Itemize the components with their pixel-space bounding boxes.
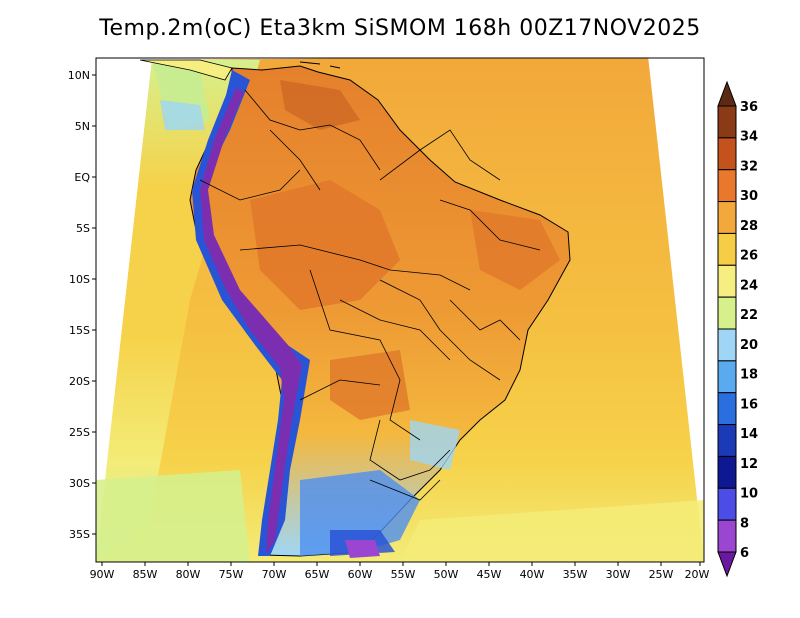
lon-label: 20W — [685, 568, 710, 581]
lat-label: 10N — [68, 69, 90, 82]
lon-label: 50W — [434, 568, 459, 581]
lat-label: 35S — [69, 528, 90, 541]
lon-label: 30W — [606, 568, 631, 581]
colorbar-swatch — [717, 137, 737, 171]
colorbar-label: 6 — [740, 546, 749, 561]
patagonia-purple — [345, 540, 380, 558]
map-title: Temp.2m(oC) Eta3km SiSMOM 168h 00Z17NOV2… — [99, 16, 701, 41]
colorbar-label: 20 — [740, 338, 758, 353]
map-frame — [95, 57, 705, 563]
lon-label: 65W — [305, 568, 330, 581]
andes-coldest-band — [200, 88, 302, 554]
amazon-hot-zone — [250, 180, 400, 310]
colorbar: 36 34 32 30 28 26 24 22 20 18 16 14 12 10 8 6 — [717, 80, 758, 578]
colorbar-top-arrow — [717, 80, 737, 107]
colorbar-label: 26 — [740, 249, 758, 264]
colorbar-bottom-arrow — [717, 551, 737, 578]
lat-label: 30S — [69, 477, 90, 490]
colorbar-label: 22 — [740, 308, 758, 323]
colorbar-swatch — [717, 201, 737, 234]
colorbar-label: 12 — [740, 457, 758, 472]
lon-label: 40W — [520, 568, 545, 581]
lat-label: 5N — [75, 120, 90, 133]
longitude-labels: 90W 85W 80W 75W 70W 65W 60W 55W 50W 45W … — [90, 568, 710, 581]
colorbar-swatch — [717, 360, 737, 394]
colorbar-label: 8 — [740, 516, 749, 531]
pacific-north-cold — [160, 100, 205, 130]
lat-label: 5S — [76, 222, 90, 235]
lon-label: 60W — [348, 568, 373, 581]
southeast-cool-zone — [410, 420, 460, 470]
colorbar-label: 30 — [740, 189, 758, 204]
map-field — [96, 58, 704, 562]
lon-label: 85W — [133, 568, 158, 581]
latitude-labels: 10N 5N EQ 5S 10S 15S 20S 25S 30S 35S — [68, 69, 91, 541]
colorbar-label: 32 — [740, 159, 758, 174]
colorbar-label: 16 — [740, 397, 758, 412]
colorbar-swatch — [717, 264, 737, 298]
colorbar-label: 14 — [740, 427, 758, 442]
lon-label: 35W — [563, 568, 588, 581]
colorbar-label: 36 — [740, 100, 758, 115]
lat-label: EQ — [74, 171, 90, 184]
colorbar-label: 34 — [740, 130, 758, 145]
colorbar-label: 18 — [740, 368, 758, 383]
colorbar-swatch — [717, 455, 737, 489]
colorbar-swatch — [717, 424, 737, 457]
lat-label: 15S — [69, 324, 90, 337]
lon-label: 75W — [219, 568, 244, 581]
colorbar-label: 24 — [740, 278, 758, 293]
colorbar-swatch — [717, 392, 737, 426]
lon-label: 55W — [391, 568, 416, 581]
colorbar-swatch — [717, 296, 737, 330]
colorbar-swatch — [717, 232, 737, 266]
colorbar-swatch — [717, 105, 737, 139]
lon-label: 80W — [176, 568, 201, 581]
lat-label: 10S — [69, 273, 90, 286]
colorbar-swatch — [717, 519, 737, 553]
colorbar-swatch — [717, 328, 737, 362]
chaco-hot-zone — [330, 350, 410, 420]
south-atlantic-cool-band — [400, 500, 704, 562]
lon-label: 70W — [262, 568, 287, 581]
central-america — [139, 59, 233, 81]
lat-label: 25S — [69, 426, 90, 439]
north-hot-zone — [280, 80, 360, 130]
country-borders — [199, 89, 541, 501]
colorbar-label: 10 — [740, 487, 758, 502]
lon-label: 45W — [477, 568, 502, 581]
latitude-ticks — [92, 74, 96, 535]
caribbean-islands — [299, 61, 341, 69]
lon-label: 90W — [90, 568, 115, 581]
lon-label: 25W — [649, 568, 674, 581]
colorbar-label: 28 — [740, 219, 758, 234]
lat-label: 20S — [69, 375, 90, 388]
longitude-ticks — [101, 562, 701, 566]
colorbar-swatch — [717, 487, 737, 521]
colorbar-swatch — [717, 169, 737, 203]
pacific-cool-band — [96, 470, 250, 562]
northeast-hot-zone — [470, 210, 560, 290]
